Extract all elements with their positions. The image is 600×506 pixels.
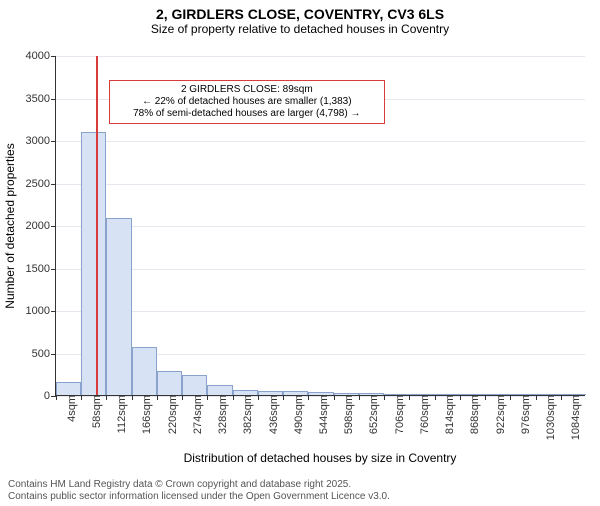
xtick-mark	[308, 395, 309, 400]
xtick-mark	[359, 395, 360, 400]
ytick-label: 0	[44, 390, 56, 402]
xtick-label: 1030sqm	[539, 395, 557, 440]
annotation-box: 2 GIRDLERS CLOSE: 89sqm← 22% of detached…	[109, 80, 385, 124]
histogram-bar	[157, 371, 182, 395]
xtick-label: 652sqm	[362, 395, 380, 434]
xtick-label: 382sqm	[236, 395, 254, 434]
ytick-label: 1000	[26, 305, 56, 317]
chart-title: 2, GIRDLERS CLOSE, COVENTRY, CV3 6LS	[0, 6, 600, 22]
ytick-label: 2000	[26, 220, 56, 232]
xtick-label: 490sqm	[287, 395, 305, 434]
plot-area: 050010001500200025003000350040004sqm58sq…	[55, 56, 585, 396]
xtick-label: 274sqm	[186, 395, 204, 434]
histogram-bar	[81, 132, 106, 396]
xtick-label: 4sqm	[60, 395, 78, 422]
xtick-mark	[233, 395, 234, 400]
xtick-mark	[81, 395, 82, 400]
footnote-1: Contains HM Land Registry data © Crown c…	[8, 479, 351, 490]
ytick-label: 3000	[26, 135, 56, 147]
xtick-label: 598sqm	[337, 395, 355, 434]
xtick-mark	[561, 395, 562, 400]
xtick-mark	[536, 395, 537, 400]
xtick-mark	[485, 395, 486, 400]
xtick-mark	[56, 395, 57, 400]
gridline	[56, 226, 585, 227]
xtick-label: 814sqm	[438, 395, 456, 434]
gridline	[56, 269, 585, 270]
chart-subtitle: Size of property relative to detached ho…	[0, 22, 600, 36]
xtick-label: 976sqm	[514, 395, 532, 434]
xtick-mark	[384, 395, 385, 400]
xtick-label: 166sqm	[135, 395, 153, 434]
property-marker-line	[96, 56, 98, 395]
xtick-label: 868sqm	[463, 395, 481, 434]
ytick-label: 3500	[26, 93, 56, 105]
xtick-label: 436sqm	[262, 395, 280, 434]
xtick-mark	[258, 395, 259, 400]
footnote-2: Contains public sector information licen…	[8, 491, 390, 502]
xtick-mark	[106, 395, 107, 400]
histogram-bar	[182, 375, 207, 395]
histogram-bar	[56, 382, 81, 395]
ytick-label: 2500	[26, 178, 56, 190]
xtick-mark	[157, 395, 158, 400]
xtick-label: 760sqm	[413, 395, 431, 434]
histogram-bar	[207, 385, 232, 395]
ytick-label: 4000	[26, 50, 56, 62]
xtick-mark	[132, 395, 133, 400]
gridline	[56, 184, 585, 185]
xtick-label: 112sqm	[110, 395, 128, 433]
xtick-label: 1084sqm	[564, 395, 582, 440]
xtick-mark	[182, 395, 183, 400]
gridline	[56, 311, 585, 312]
xtick-mark	[460, 395, 461, 400]
xtick-label: 328sqm	[211, 395, 229, 434]
xtick-label: 706sqm	[388, 395, 406, 434]
ytick-label: 500	[32, 348, 56, 360]
annotation-line: 2 GIRDLERS CLOSE: 89sqm	[116, 84, 378, 96]
annotation-line: 78% of semi-detached houses are larger (…	[116, 108, 378, 120]
xtick-mark	[409, 395, 410, 400]
xtick-mark	[510, 395, 511, 400]
xtick-label: 58sqm	[85, 395, 103, 428]
xtick-mark	[435, 395, 436, 400]
histogram-bar	[106, 218, 131, 395]
xtick-label: 922sqm	[489, 395, 507, 434]
annotation-line: ← 22% of detached houses are smaller (1,…	[116, 96, 378, 108]
y-axis-label: Number of detached properties	[3, 143, 17, 308]
x-axis-label: Distribution of detached houses by size …	[55, 451, 585, 465]
xtick-label: 544sqm	[312, 395, 330, 434]
gridline	[56, 141, 585, 142]
xtick-mark	[334, 395, 335, 400]
xtick-mark	[207, 395, 208, 400]
gridline	[56, 56, 585, 57]
ytick-label: 1500	[26, 263, 56, 275]
xtick-label: 220sqm	[161, 395, 179, 434]
histogram-bar	[132, 347, 157, 395]
xtick-mark	[283, 395, 284, 400]
